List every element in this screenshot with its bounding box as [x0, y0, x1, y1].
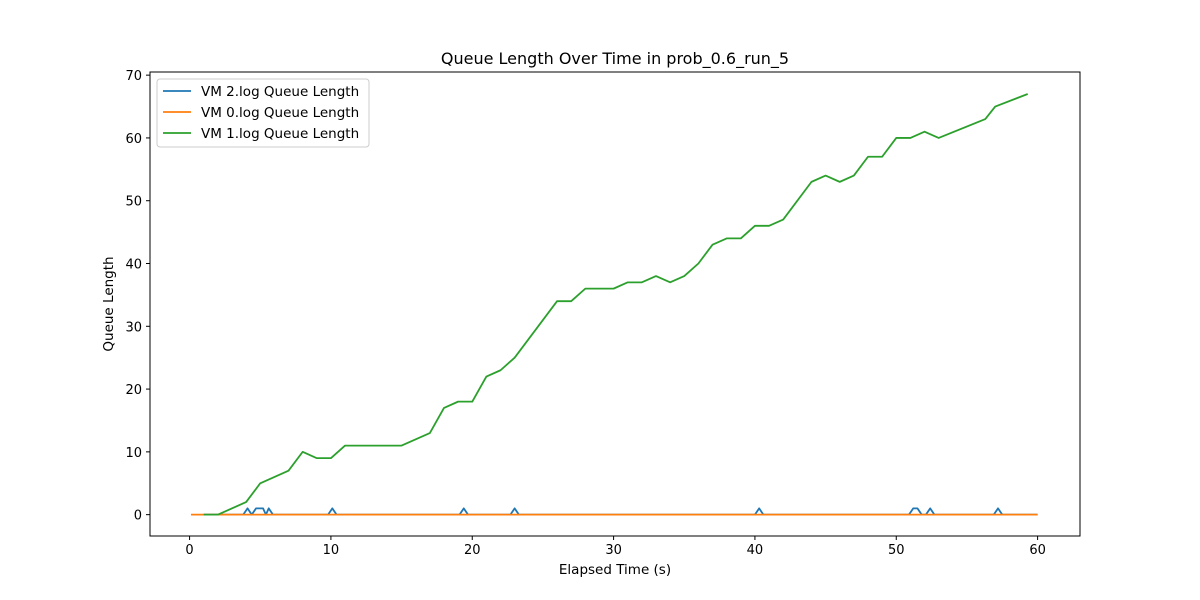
y-tick-label: 60 [125, 132, 142, 147]
y-axis: 0 10 20 30 40 50 60 70 [125, 69, 150, 524]
legend-label-1: VM 0.log Queue Length [201, 105, 359, 121]
y-tick-label: 40 [125, 258, 142, 273]
x-tick-label: 20 [464, 543, 481, 558]
x-axis-label: Elapsed Time (s) [559, 562, 671, 578]
x-tick-label: 50 [888, 543, 905, 558]
plot-frame [149, 71, 1081, 537]
chart-title: Queue Length Over Time in prob_0.6_run_5 [441, 49, 789, 69]
y-tick-label: 30 [125, 320, 142, 335]
x-tick-label: 0 [185, 543, 193, 558]
x-axis: 0 10 20 30 40 50 60 [185, 536, 1046, 558]
x-tick-label: 60 [1029, 543, 1046, 558]
y-tick-label: 50 [125, 195, 142, 210]
legend-label-0: VM 2.log Queue Length [201, 84, 359, 100]
x-tick-label: 10 [323, 543, 340, 558]
legend-label-2: VM 1.log Queue Length [201, 126, 359, 142]
y-tick-label: 20 [125, 383, 142, 398]
legend: VM 2.log Queue Length VM 0.log Queue Leng… [156, 78, 370, 148]
y-axis-label: Queue Length [101, 256, 117, 351]
series-line-0 [203, 507, 1038, 516]
y-tick-label: 10 [125, 446, 142, 461]
y-tick-label: 0 [134, 509, 142, 524]
plot-lines [190, 93, 1038, 516]
x-tick-label: 30 [605, 543, 622, 558]
legend-box [156, 78, 370, 148]
y-tick-label: 70 [125, 69, 142, 84]
x-tick-label: 40 [747, 543, 764, 558]
series-line-2 [203, 93, 1029, 516]
